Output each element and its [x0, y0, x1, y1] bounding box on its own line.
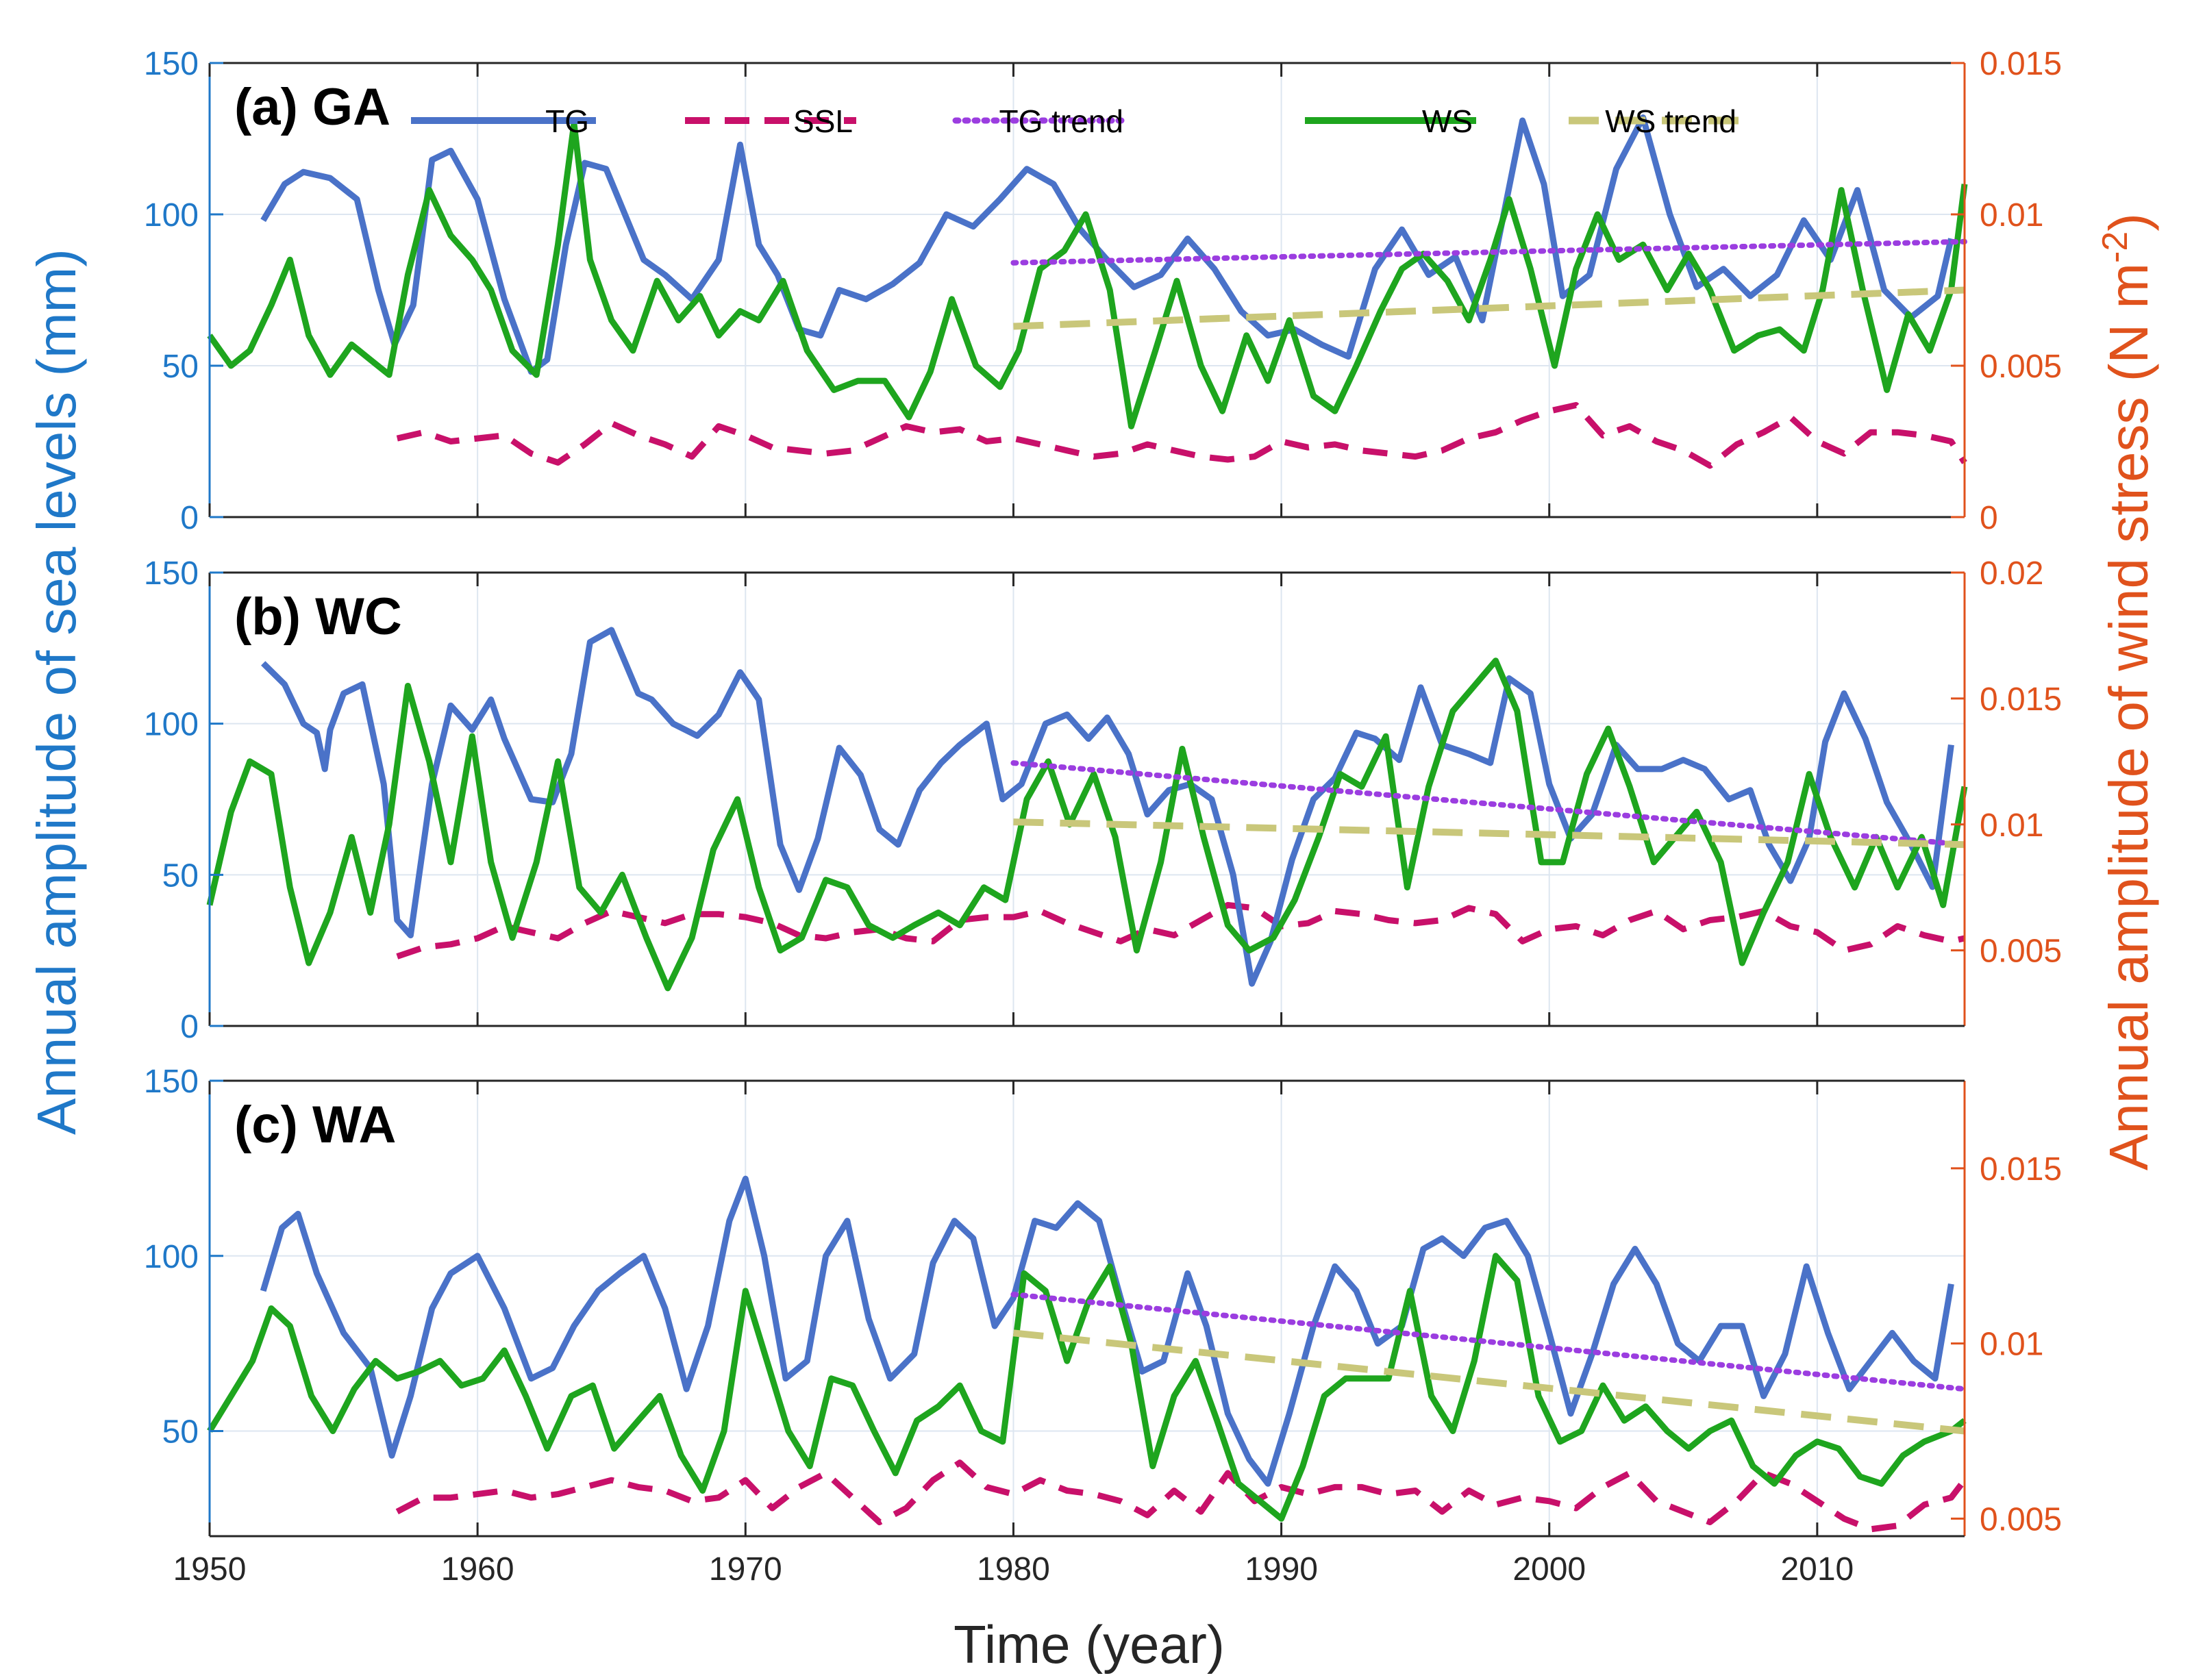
panel-1: 0 50 100 150 0.005 0.01 0.015 0.02 (b) WC [144, 555, 2062, 1045]
series-ws-line [207, 120, 1968, 429]
x-tick-label: 2000 [1512, 1551, 1586, 1588]
legend-label-ws: WS [1422, 103, 1473, 139]
y-tick-label-left: 50 [162, 349, 199, 385]
legend: TG SSL TG trend WS WS trend [411, 103, 1740, 139]
y-tick-label-right: 0.005 [1980, 1501, 2062, 1538]
y-tick-label-left: 150 [144, 46, 199, 82]
y-axis-title-right-close: ) [2098, 213, 2159, 231]
series-ssl-line [396, 402, 1967, 469]
x-tick-label: 1970 [709, 1551, 782, 1588]
series-ssl-line [396, 902, 1965, 960]
series-tg-line [261, 627, 1954, 987]
y-tick-label-left: 100 [144, 707, 199, 743]
y-tick-label-right: 0.01 [1980, 807, 2043, 844]
y-tick-label-right: 0.005 [1980, 933, 2062, 970]
y-axis-title-right-superscript: -2 [2095, 231, 2135, 263]
y-tick-label-right: 0.01 [1980, 197, 2043, 234]
y-tick-label-left: 0 [180, 500, 199, 536]
series-ws-trend-line [1013, 818, 1965, 849]
legend-label-ssl: SSL [793, 103, 853, 139]
y-tick-label-left: 150 [144, 1064, 199, 1100]
y-tick-label-right: 0.02 [1980, 555, 2043, 592]
y-tick-label-right: 0.015 [1980, 1151, 2062, 1188]
y-tick-label-left: 0 [180, 1009, 199, 1045]
x-tick-label: 1980 [977, 1551, 1050, 1588]
panel-label: (c) WA [234, 1096, 396, 1154]
series-tg-line [260, 1175, 1954, 1487]
series-ssl-line [395, 1459, 1967, 1533]
panel-0: 0 50 100 150 0 0.005 0.01 0.015 (a) GA [144, 46, 2062, 536]
series-ws-trend-line [1012, 1329, 1965, 1435]
x-tick-label: 1960 [441, 1551, 514, 1588]
x-tick-label: 1990 [1245, 1551, 1318, 1588]
y-tick-label-left: 50 [162, 857, 199, 894]
legend-label-ws-trend: WS trend [1605, 103, 1736, 139]
panel-2: 50 100 150 0.005 0.01 0.015 1950 1960 1970 1980 19… [144, 1064, 2062, 1588]
y-tick-label-right: 0.01 [1980, 1327, 2043, 1363]
y-axis-title-right: Annual amplitude of wind stress (N m-2) [2095, 213, 2159, 1170]
y-tick-label-right: 0.005 [1980, 349, 2062, 385]
y-tick-label-right: 0.015 [1980, 46, 2062, 82]
y-tick-label-right: 0.015 [1980, 681, 2062, 718]
series-tg-trend-line [1010, 238, 1967, 266]
panel-label: (a) GA [234, 78, 390, 136]
y-axis-title-left: Annual amplitude of sea levels (mm) [26, 249, 87, 1135]
y-tick-label-left: 50 [162, 1414, 199, 1451]
series-tg-trend-line [1010, 1292, 1967, 1392]
legend-label-tg: TG [545, 103, 589, 139]
x-tick-label: 2010 [1780, 1551, 1854, 1588]
series-ws-line [207, 1253, 1967, 1522]
series-ws-trend-line [1013, 286, 1965, 330]
y-tick-label-right: 0 [1980, 500, 1998, 536]
y-tick-label-left: 100 [144, 1239, 199, 1275]
y-tick-label-left: 150 [144, 555, 199, 592]
panel-label: (b) WC [234, 588, 402, 646]
legend-label-tg-trend: TG trend [999, 103, 1123, 139]
y-axis-title-right-main: Annual amplitude of wind stress (N m [2098, 263, 2159, 1170]
series-tg-line [260, 114, 1954, 375]
x-axis-title: Time (year) [954, 1614, 1225, 1675]
y-tick-label-left: 100 [144, 197, 199, 234]
x-tick-label: 1950 [173, 1551, 247, 1588]
series-tg-trend-line [1010, 760, 1967, 848]
